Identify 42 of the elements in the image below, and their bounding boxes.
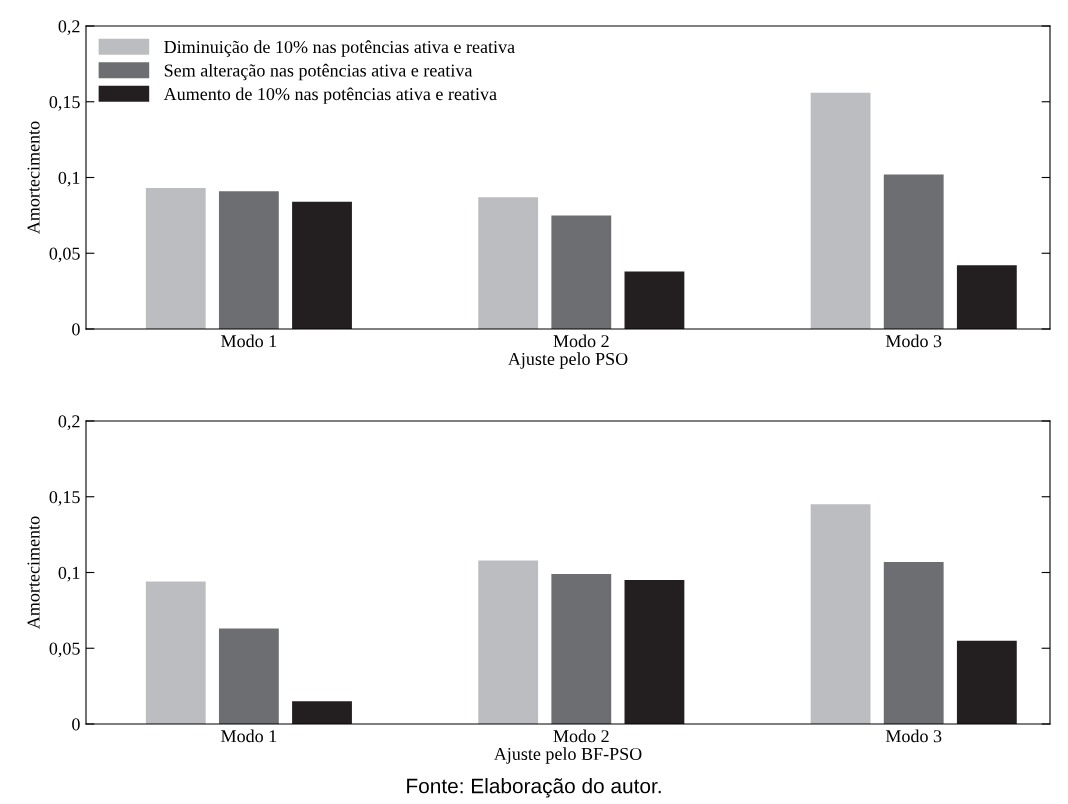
y-tick-label: 0,2 — [58, 415, 80, 431]
bar — [810, 504, 871, 724]
bar — [956, 265, 1017, 329]
bar — [145, 188, 206, 329]
bar — [624, 580, 685, 724]
x-tick-label: Modo 2 — [553, 334, 609, 348]
x-tick-label: Modo 3 — [885, 334, 942, 348]
x-axis-title: Ajuste pelo PSO — [507, 352, 628, 369]
bar — [145, 581, 206, 724]
y-tick-label: 0,15 — [49, 491, 80, 506]
x-axis-title: Ajuste pelo BF-PSO — [493, 747, 642, 764]
legend-label: Diminuição de 10% nas potências ativa e reativa — [164, 40, 515, 57]
y-tick-label: 0,2 — [58, 20, 80, 36]
y-tick-label: 0 — [72, 323, 80, 336]
bar — [883, 174, 944, 329]
x-tick-label: Modo 1 — [221, 729, 277, 743]
legend-label: Sem alteração nas potências ativa e reativa — [164, 63, 473, 81]
y-axis-title: Amortecimento — [27, 516, 40, 629]
bar — [218, 191, 279, 329]
y-tick-label: 0 — [72, 718, 80, 731]
bar — [292, 701, 352, 724]
y-tick-label: 0,05 — [49, 247, 80, 263]
bar — [624, 271, 685, 329]
bar — [292, 201, 352, 329]
bar — [883, 561, 944, 724]
bar — [478, 197, 539, 329]
y-axis-title: Amortecimento — [27, 121, 40, 234]
bar — [478, 560, 539, 724]
legend-label: Aumento de 10% nas potências ativa e reativa — [163, 87, 497, 104]
y-tick-label: 0,05 — [49, 642, 80, 658]
y-tick-label: 0,1 — [58, 566, 80, 582]
x-tick-label: Modo 2 — [553, 729, 609, 743]
y-tick-label: 0,1 — [58, 171, 80, 187]
x-tick-label: Modo 3 — [885, 729, 942, 743]
bar — [551, 574, 612, 724]
y-tick-label: 0,15 — [49, 96, 80, 111]
bar — [810, 92, 871, 329]
bar — [551, 215, 612, 329]
x-tick-label: Modo 1 — [221, 334, 277, 348]
bar — [956, 640, 1017, 724]
bar — [218, 628, 279, 724]
source-note: Fonte: Elaboração do autor. — [407, 778, 661, 798]
